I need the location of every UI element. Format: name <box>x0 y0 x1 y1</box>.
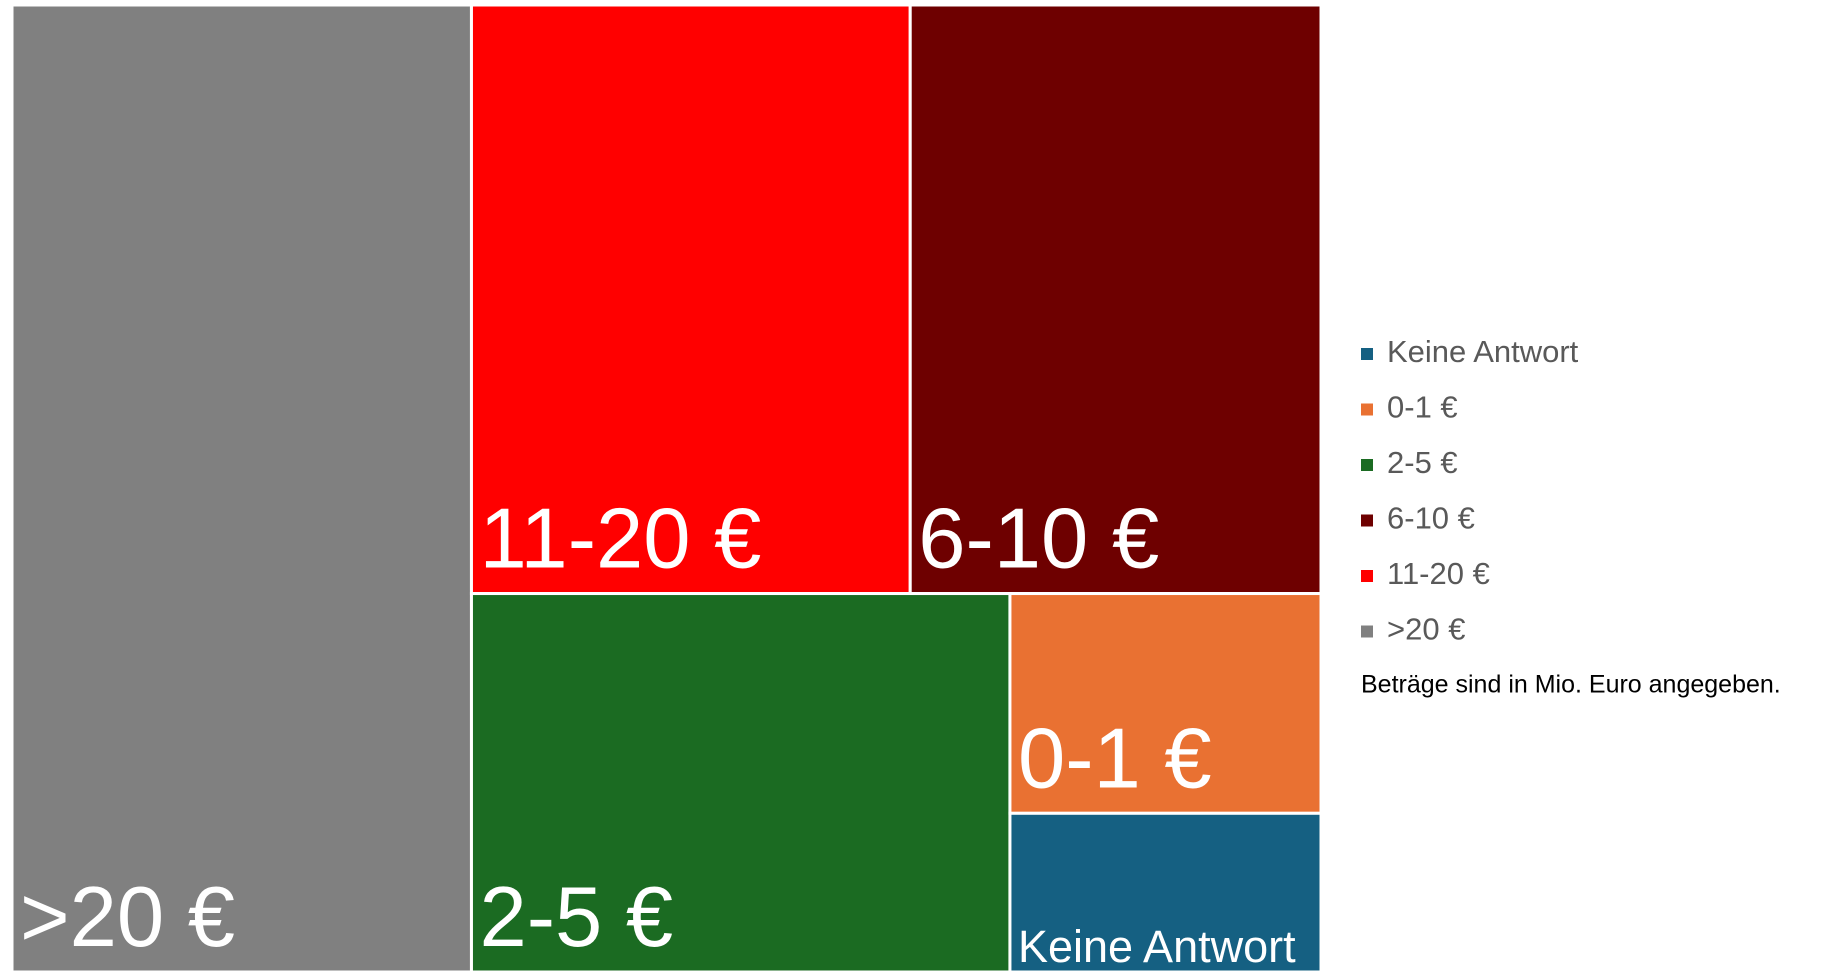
legend-swatch <box>1361 459 1373 471</box>
note: Beträge sind in Mio. Euro angegeben. <box>1361 671 1781 699</box>
legend-swatch <box>1361 514 1373 527</box>
legend-label: 11-20 € <box>1387 556 1490 591</box>
treemap-tile <box>1008 811 1323 972</box>
tile-label: 11-20 € <box>479 492 761 587</box>
legend-swatch <box>1361 348 1373 360</box>
legend-label: 6-10 € <box>1387 501 1475 536</box>
treemap-tile <box>1008 592 1323 815</box>
treemap-tile <box>469 592 1012 972</box>
tile-label: 6-10 € <box>918 492 1159 587</box>
legend-label: 2-5 € <box>1387 445 1458 480</box>
treemap-tile <box>10 3 473 972</box>
tile-label: >20 € <box>20 870 235 965</box>
legend-label: Keine Antwort <box>1387 334 1579 369</box>
legend-label: >20 € <box>1387 612 1465 647</box>
tile-label: 2-5 € <box>479 870 673 965</box>
legend-swatch <box>1361 403 1373 416</box>
treemap-tile <box>908 3 1323 596</box>
legend-swatch <box>1361 625 1373 638</box>
legend-label: 0-1 € <box>1387 390 1458 425</box>
legend-swatch <box>1361 570 1373 582</box>
treemap-tile <box>469 3 912 596</box>
tile-label: Keine Antwort <box>1018 921 1296 972</box>
tile-label: 0-1 € <box>1018 711 1212 806</box>
